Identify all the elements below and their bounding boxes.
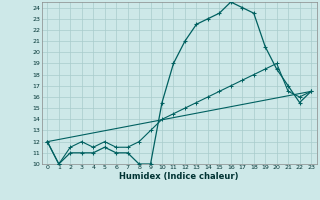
X-axis label: Humidex (Indice chaleur): Humidex (Indice chaleur) — [119, 172, 239, 181]
